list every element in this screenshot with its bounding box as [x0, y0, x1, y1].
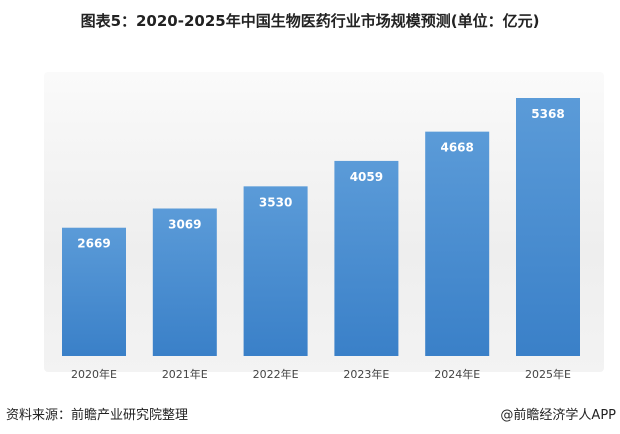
- x-tick-label: 2021年E: [162, 367, 208, 381]
- source-note: 资料来源：前瞻产业研究院整理: [6, 408, 189, 423]
- x-tick-label: 2023年E: [343, 367, 389, 381]
- chart-title: 图表5：2020-2025年中国生物医药行业市场规模预测(单位：亿元): [80, 12, 540, 30]
- data-label: 4059: [350, 170, 383, 184]
- data-label: 3530: [259, 195, 292, 209]
- chart-background-panel: [44, 72, 604, 372]
- bar-2025年E: [516, 98, 580, 356]
- data-label: 5368: [531, 107, 564, 121]
- x-tick-label: 2025年E: [525, 367, 571, 381]
- x-tick-label: 2024年E: [434, 367, 480, 381]
- data-label: 4668: [440, 141, 473, 155]
- credit-note: @前瞻经济学人APP: [500, 408, 616, 423]
- bar-2020年E: [62, 227, 126, 356]
- bar-2023年E: [334, 160, 399, 356]
- x-tick-label: 2020年E: [71, 367, 117, 381]
- bar-2022年E: [243, 186, 308, 356]
- bar-2021年E: [152, 208, 217, 356]
- bar-2024年E: [425, 131, 490, 356]
- x-tick-label: 2022年E: [253, 367, 299, 381]
- bar-chart: 2669 2020年E 3069 2021年E 3530 2022年E 4059 2023年E…: [62, 98, 580, 381]
- data-label: 3069: [168, 217, 201, 231]
- data-label: 2669: [77, 237, 110, 251]
